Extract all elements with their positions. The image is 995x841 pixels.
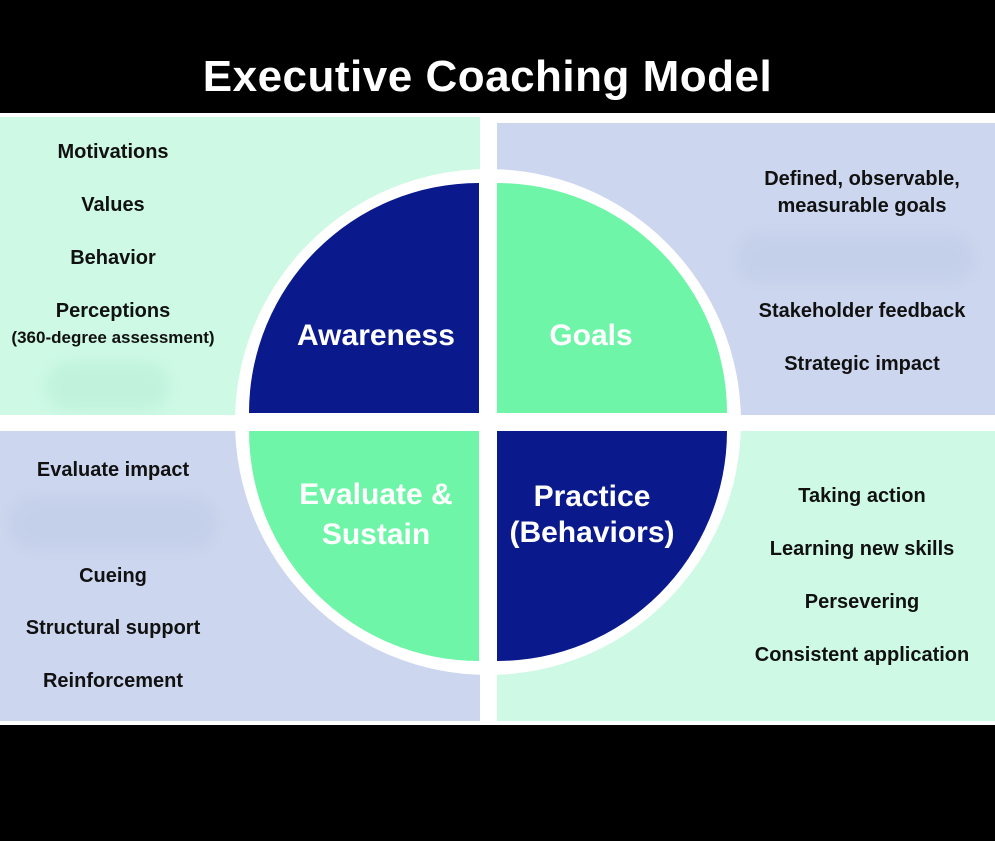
goals-segment — [497, 183, 727, 413]
awareness-item-behavior: Behavior — [70, 247, 156, 269]
evaluate-item-impact: Evaluate impact — [36, 459, 190, 481]
awareness-item-values: Values — [81, 194, 145, 216]
practice-segment — [497, 431, 727, 661]
goals-item-defined: Defined, observable, measurable goals — [764, 168, 960, 217]
coaching-cycle-circle: Awareness Goals Evaluate & Sustain Pract… — [0, 113, 995, 725]
awareness-label: Awareness — [297, 319, 455, 352]
circle-ring — [235, 169, 741, 675]
practice-item-consistent: Consistent application — [754, 644, 970, 666]
blurred-smudge — [735, 233, 975, 283]
goals-label: Goals — [549, 319, 632, 352]
awareness-item-perceptions: Perceptions — [55, 300, 171, 322]
evaluate-label-line1: Evaluate & — [299, 478, 452, 511]
page-title: Executive Coaching Model — [202, 52, 773, 101]
practice-label-line1: Practice — [534, 480, 651, 513]
awareness-segment — [249, 183, 479, 413]
practice-label-line2: (Behaviors) — [509, 516, 674, 549]
awareness-item-perceptions-note: (360-degree assessment) — [11, 328, 215, 347]
evaluate-item-structural: Structural support — [25, 617, 201, 639]
blurred-smudge — [8, 496, 218, 551]
goals-item-strategic: Strategic impact — [784, 353, 940, 375]
goals-item-stakeholder: Stakeholder feedback — [758, 300, 966, 322]
practice-item-persevering: Persevering — [804, 591, 920, 613]
awareness-item-motivations: Motivations — [57, 141, 169, 163]
blurred-smudge — [45, 361, 170, 411]
model-board: Motivations Values Behavior Perceptions … — [0, 113, 995, 725]
evaluate-segment — [249, 431, 479, 661]
evaluate-item-cueing: Cueing — [79, 565, 147, 587]
practice-item-skills: Learning new skills — [769, 538, 955, 560]
evaluate-item-reinforcement: Reinforcement — [42, 670, 184, 692]
evaluate-label-line2: Sustain — [322, 518, 430, 551]
practice-item-action: Taking action — [798, 485, 926, 507]
